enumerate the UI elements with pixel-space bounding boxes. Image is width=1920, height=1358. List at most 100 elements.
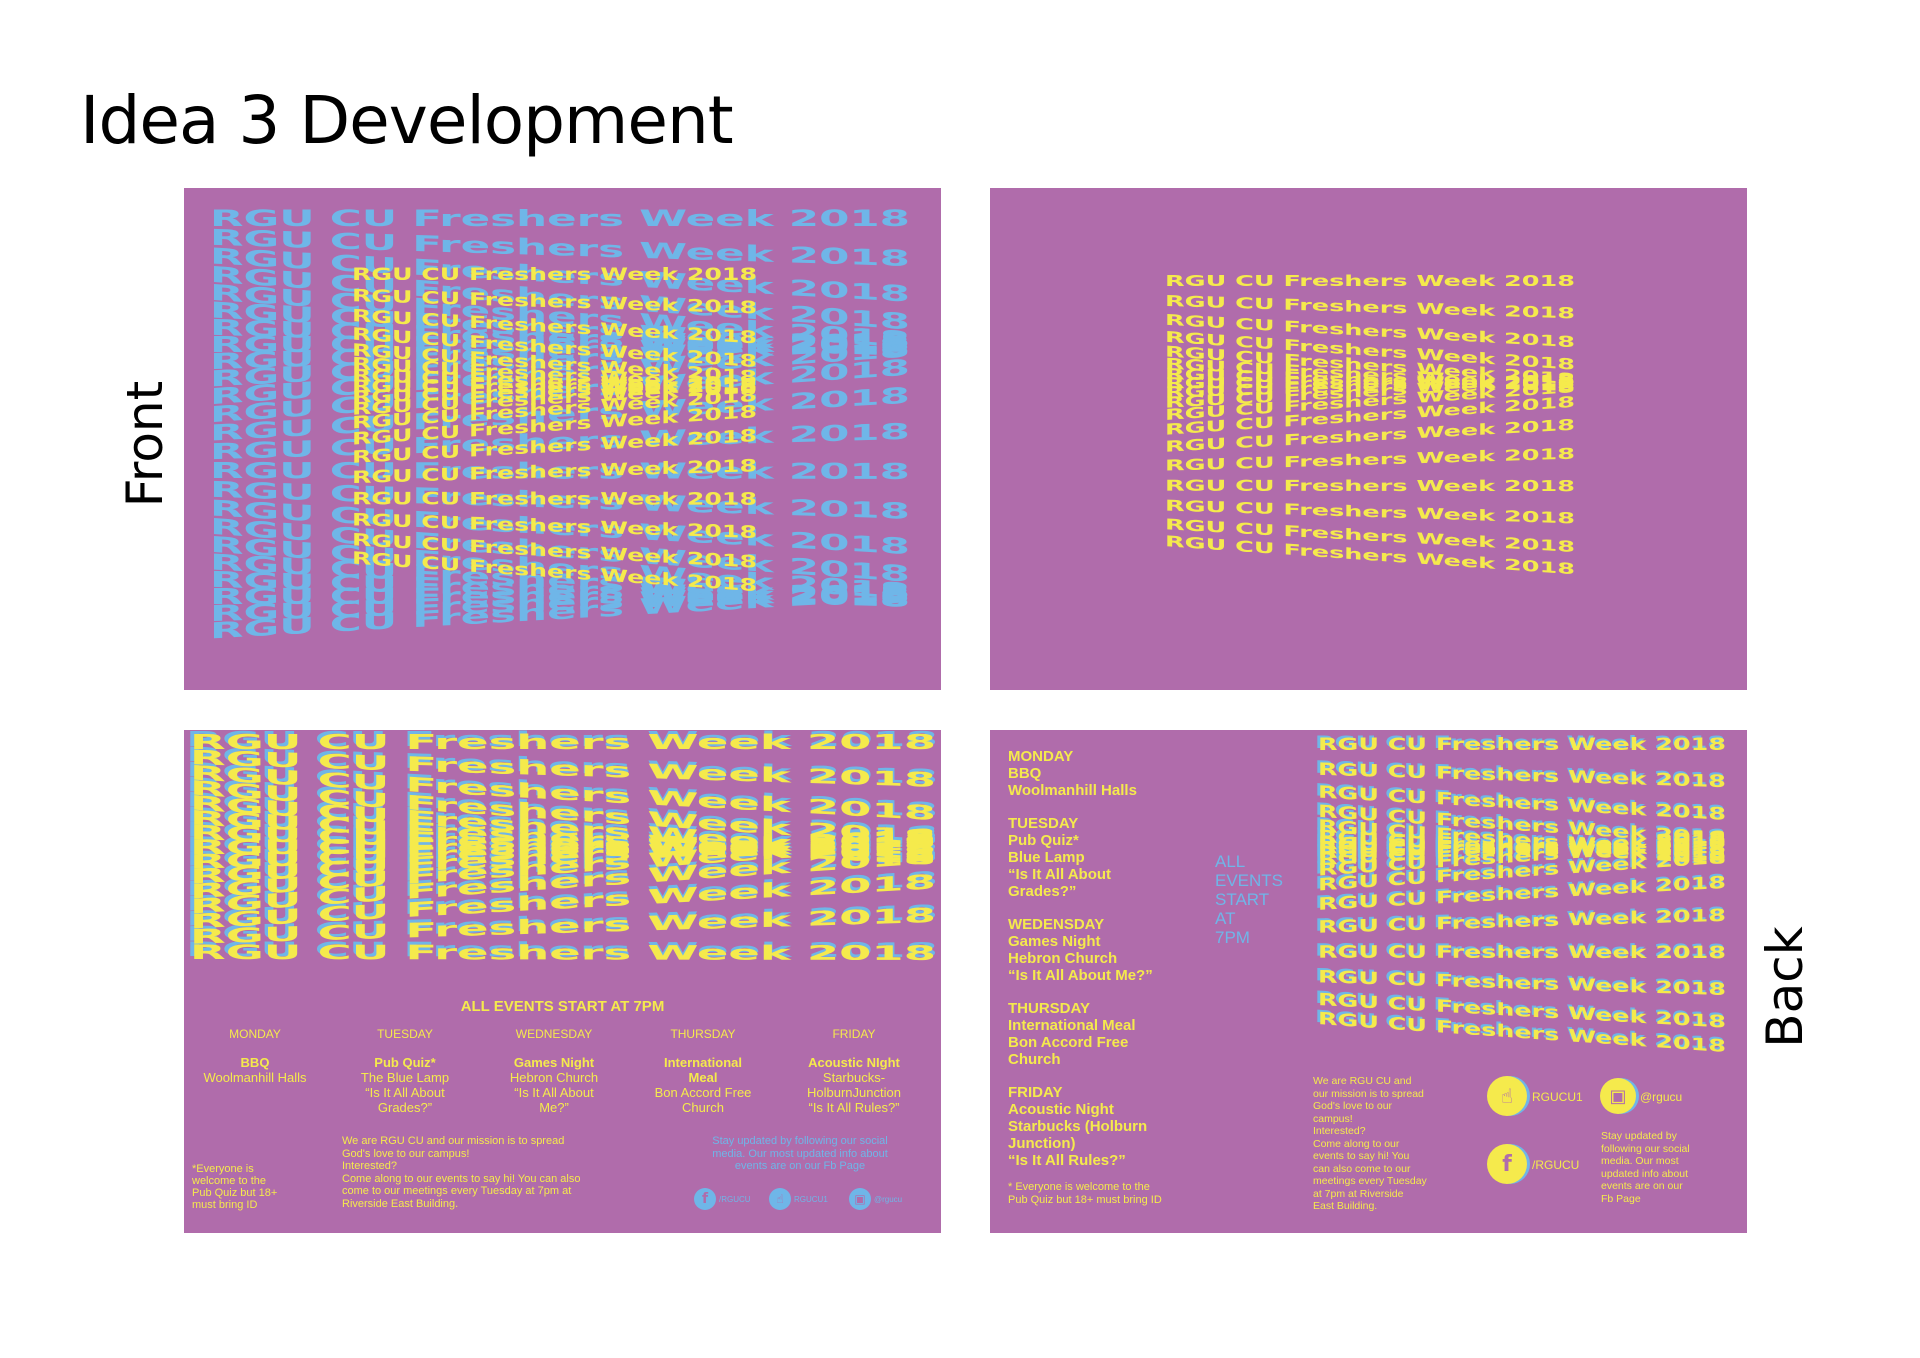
front-inside-footnote: *Everyone is welcome to the Pub Quiz but… xyxy=(192,1163,277,1211)
footnote-line: * Everyone is welcome to the xyxy=(1008,1181,1150,1193)
day-label: WEDENSDAY xyxy=(1008,916,1105,933)
wave-text-row: RGU CU Freshers Week 2018 xyxy=(186,730,938,751)
footnote-line: Pub Quiz but 18+ must bring ID xyxy=(1008,1194,1162,1206)
event-name: Acoustic NIght xyxy=(808,1055,900,1070)
event-name: Pub Quiz* xyxy=(374,1055,436,1070)
front-inside-social-text: Stay updated by following our social med… xyxy=(680,1135,920,1173)
event-line: Church xyxy=(682,1100,724,1115)
event-line: Pub Quiz* xyxy=(1008,832,1079,849)
mission-line: Interested? xyxy=(342,1160,398,1172)
day-label: FRIDAY xyxy=(832,1027,876,1041)
snapchat-icon: ☝ xyxy=(769,1188,791,1210)
front-inside-panel: RGU CU Freshers Week 2018 RGU CU Freshers… xyxy=(184,730,941,1233)
front-inside-headline: ALL EVENTS START AT 7PM xyxy=(460,998,665,1015)
footnote-line: welcome to the xyxy=(192,1175,266,1187)
wave-text-row: RGU CU Freshers Week 2018 xyxy=(352,489,757,509)
wave-text-row: RGU CU Freshers Week 2018 xyxy=(190,730,936,754)
footnote-line: *Everyone is xyxy=(192,1163,254,1175)
back-label: Back xyxy=(1756,926,1814,1048)
wave-text-row: RGU CU Freshers Week 2018 xyxy=(1315,836,1725,856)
event-line: “Is It All Rules?” xyxy=(808,1100,900,1115)
back-inside-mission: We are RGU CU and our mission is to spre… xyxy=(1313,1075,1427,1213)
front-inside-wave-yellow: RGU CU Freshers Week 2018 RGU CU Freshers… xyxy=(190,730,936,965)
front-cover-panel: RGU CU Freshers Week 2018 RGU CU Freshers… xyxy=(184,188,941,690)
wave-text-row: RGU CU Freshers Week 2018 xyxy=(1165,272,1575,290)
event-line: Woolmanhill Halls xyxy=(203,1070,307,1085)
event-line: Hebron Church xyxy=(1008,950,1118,967)
mission-line: come to our meetings every Tuesday at 7p… xyxy=(342,1185,572,1197)
social-text-line: Stay updated by xyxy=(1601,1130,1677,1142)
facebook-handle: /RGUCU xyxy=(1532,1158,1580,1172)
mission-line: our mission is to spread xyxy=(1313,1087,1424,1100)
wave-text-row: RGU CU Freshers Week 2018 xyxy=(190,835,936,859)
event-name-2: Meal xyxy=(688,1070,718,1085)
event-line: HolburnJunction xyxy=(807,1085,901,1100)
event-line: “Is It All About Me?” xyxy=(1008,967,1153,984)
event-line: Acoustic Night xyxy=(1008,1101,1114,1118)
page-title: Idea 3 Development xyxy=(80,82,734,159)
event-line: Grades?” xyxy=(377,1100,433,1115)
event-line: BBQ xyxy=(1008,765,1042,782)
event-line: Woolmanhill Halls xyxy=(1008,782,1137,799)
back-cover-panel: RGU CU Freshers Week 2018 RGU CU Freshers… xyxy=(990,188,1747,690)
wave-text-row: RGU CU Freshers Week 2018 xyxy=(352,265,757,285)
front-inside-day-2: TUESDAY Pub Quiz* The Blue Lamp “Is It A… xyxy=(329,1027,481,1115)
day-label: FRIDAY xyxy=(1008,1084,1063,1101)
mission-line: Come along to our xyxy=(1313,1137,1400,1150)
event-line: The Blue Lamp xyxy=(360,1070,450,1085)
mission-line: We are RGU CU and our mission is to spre… xyxy=(342,1135,565,1147)
social-text-line: media. Our most xyxy=(1601,1155,1679,1167)
front-inside-day-5: FRIDAY Acoustic NIght Starbucks- Holburn… xyxy=(778,1027,930,1115)
day-label: MONDAY xyxy=(229,1027,281,1041)
back-cover-wave-yellow: RGU CU Freshers Week 2018 RGU CU Freshers… xyxy=(1165,272,1575,578)
event-line: “Is It All Rules?” xyxy=(1008,1152,1126,1169)
event-line: Grades?” xyxy=(1008,883,1077,900)
mission-line: We are RGU CU and xyxy=(1313,1075,1412,1087)
facebook-icon: f xyxy=(694,1188,716,1210)
back-inside-panel: MONDAY BBQ Woolmanhill Halls TUESDAY Pub… xyxy=(990,730,1747,1233)
all-events-line: AT xyxy=(1215,909,1236,928)
event-name: International xyxy=(663,1055,742,1070)
mission-line: Interested? xyxy=(1313,1125,1366,1137)
instagram-icon: ▣ xyxy=(849,1188,871,1210)
front-inside-mission: We are RGU CU and our mission is to spre… xyxy=(342,1135,581,1210)
front-inside-day-1: MONDAY BBQ Woolmanhill Halls xyxy=(184,1027,331,1085)
wave-text-row: RGU CU Freshers Week 2018 xyxy=(210,207,910,232)
event-line: “Is It All About xyxy=(1008,866,1112,883)
wave-text-row: RGU CU Freshers Week 2018 xyxy=(186,937,938,962)
front-cover-wave-blue: RGU CU Freshers Week 2018 RGU CU Freshers… xyxy=(210,207,910,645)
mission-line: Come along to our events to say hi! You … xyxy=(342,1172,581,1185)
event-line: Church xyxy=(1008,1051,1061,1068)
mission-line: campus! xyxy=(1313,1112,1353,1125)
wave-text-row: RGU CU Freshers Week 2018 xyxy=(1318,735,1726,755)
snapchat-icon: ☝ xyxy=(1487,1076,1527,1116)
social-text-line: events are on our xyxy=(1601,1180,1683,1192)
facebook-icon: f xyxy=(1487,1144,1527,1184)
wave-text-row: RGU CU Freshers Week 2018 xyxy=(210,584,910,610)
event-line: Bon Accord Free xyxy=(654,1085,752,1100)
event-line: Starbucks- xyxy=(822,1070,886,1085)
mission-line: events to say hi! You xyxy=(1313,1150,1410,1162)
instagram-handle: @rgucu xyxy=(1640,1090,1683,1104)
back-inside-wave-yellow: RGU CU Freshers Week 2018 RGU CU Freshers… xyxy=(1318,735,1726,1057)
event-line: Starbucks (Holburn xyxy=(1008,1118,1148,1135)
front-label: Front xyxy=(116,380,174,508)
wave-text-row: RGU CU Freshers Week 2018 xyxy=(352,377,757,397)
day-label: THURSDAY xyxy=(670,1027,736,1041)
snapchat-handle: RGUCU1 xyxy=(794,1195,828,1204)
day-label: MONDAY xyxy=(1008,748,1074,765)
event-name: Games Night xyxy=(513,1055,595,1070)
social-text-line: updated info about xyxy=(1601,1167,1688,1180)
instagram-handle: @rgucu xyxy=(874,1195,903,1204)
social-text-line: Stay updated by following our social xyxy=(712,1135,888,1147)
wave-text-row: RGU CU Freshers Week 2018 xyxy=(210,333,910,358)
day-label: WEDNESDAY xyxy=(515,1027,593,1041)
wave-text-row: RGU CU Freshers Week 2018 xyxy=(186,832,938,856)
day-label: TUESDAY xyxy=(377,1027,433,1041)
event-line: International Meal xyxy=(1008,1017,1136,1034)
day-label: TUESDAY xyxy=(1008,815,1079,832)
day-label: THURSDAY xyxy=(1008,1000,1090,1017)
event-line: “Is It All About xyxy=(365,1085,445,1100)
all-events-line: START xyxy=(1215,890,1270,909)
back-inside-schedule: MONDAY BBQ Woolmanhill Halls TUESDAY Pub… xyxy=(1008,748,1162,1207)
